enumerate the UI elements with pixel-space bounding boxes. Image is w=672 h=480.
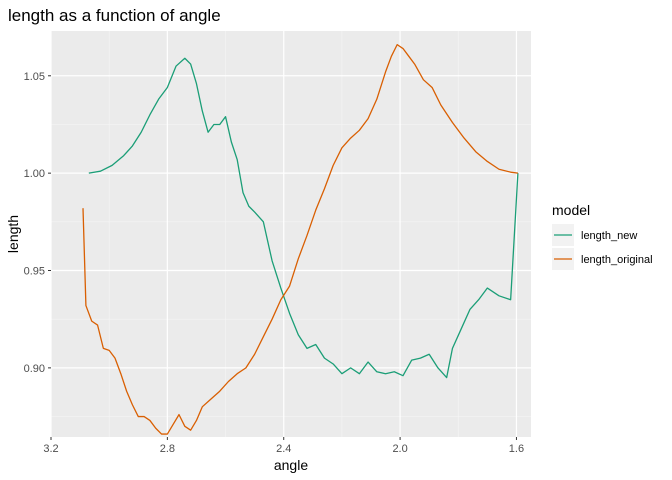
x-axis-title: angle: [274, 457, 308, 473]
x-tick-label: 2.4: [276, 443, 291, 455]
series-lines: [82, 43, 519, 435]
series-line-length-original: [82, 43, 518, 435]
y-axis-title: length: [5, 215, 21, 253]
legend-label: length_new: [581, 230, 637, 242]
legend-label: length_original: [581, 254, 653, 266]
y-tick-label: 0.95: [24, 266, 45, 278]
y-tick-label: 1.00: [24, 168, 45, 180]
series-line-length-new: [88, 57, 519, 379]
x-tick-label: 2.8: [160, 443, 175, 455]
x-tick-label: 3.2: [43, 443, 58, 455]
plot-panel: [51, 31, 531, 437]
y-tick-label: 1.05: [24, 71, 45, 83]
chart-title: length as a function of angle: [8, 6, 221, 25]
x-tick-label: 1.6: [509, 443, 524, 455]
x-tick-label: 2.0: [392, 443, 407, 455]
grid-lines: [50, 31, 531, 437]
y-tick-label: 0.90: [24, 363, 45, 375]
axes: 3.2 2.8 2.4 2.0 1.6 0.90 0.95 1.00 1.05: [24, 71, 525, 455]
legend: model length_new length_original: [552, 202, 653, 270]
legend-title: model: [552, 202, 590, 218]
